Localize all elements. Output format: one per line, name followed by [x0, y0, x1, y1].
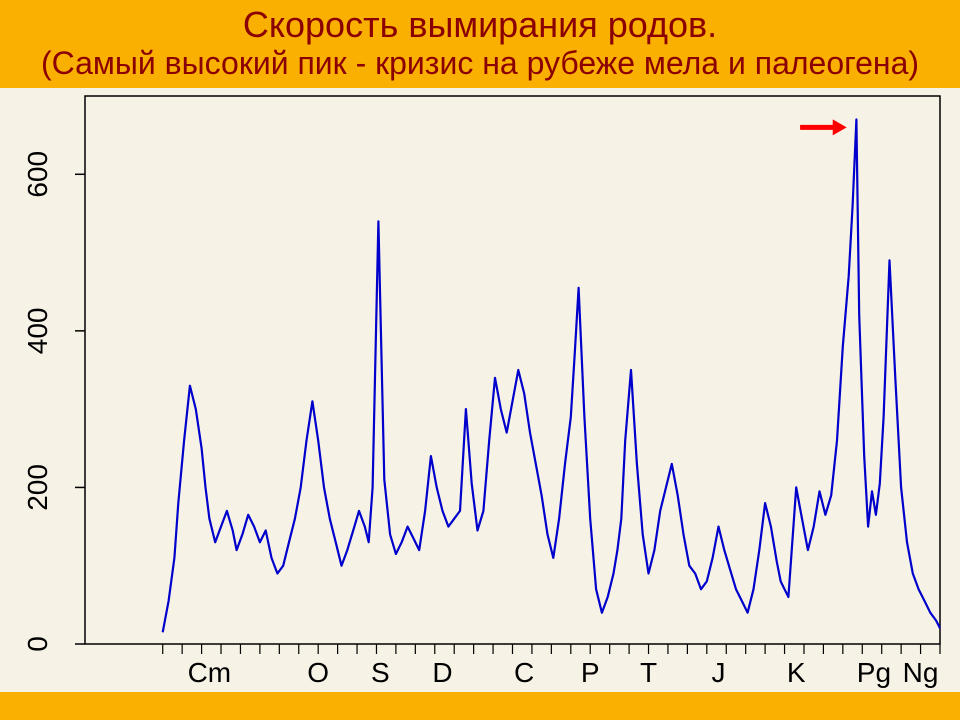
svg-text:K: K [787, 657, 806, 688]
svg-text:600: 600 [22, 151, 53, 198]
chart-area: 0 200 400 600 Cm O S D C P T J K Pg Ng [0, 88, 960, 698]
svg-text:400: 400 [22, 308, 53, 355]
page-subtitle: (Самый высокий пик - кризис на рубеже ме… [0, 45, 960, 82]
page-root: Скорость вымирания родов. (Самый высокий… [0, 0, 960, 720]
extinction-chart: 0 200 400 600 Cm O S D C P T J K Pg Ng [0, 88, 960, 698]
svg-text:Ng: Ng [903, 657, 939, 688]
svg-text:200: 200 [22, 464, 53, 511]
bottom-band [0, 692, 960, 720]
svg-text:Cm: Cm [188, 657, 232, 688]
svg-text:D: D [432, 657, 452, 688]
page-title: Скорость вымирания родов. [0, 4, 960, 45]
svg-text:S: S [371, 657, 390, 688]
header: Скорость вымирания родов. (Самый высокий… [0, 0, 960, 88]
svg-text:P: P [581, 657, 600, 688]
svg-text:J: J [711, 657, 725, 688]
svg-text:O: O [307, 657, 329, 688]
svg-text:T: T [640, 657, 657, 688]
svg-text:Pg: Pg [857, 657, 891, 688]
svg-text:0: 0 [22, 636, 53, 652]
svg-text:C: C [514, 657, 534, 688]
